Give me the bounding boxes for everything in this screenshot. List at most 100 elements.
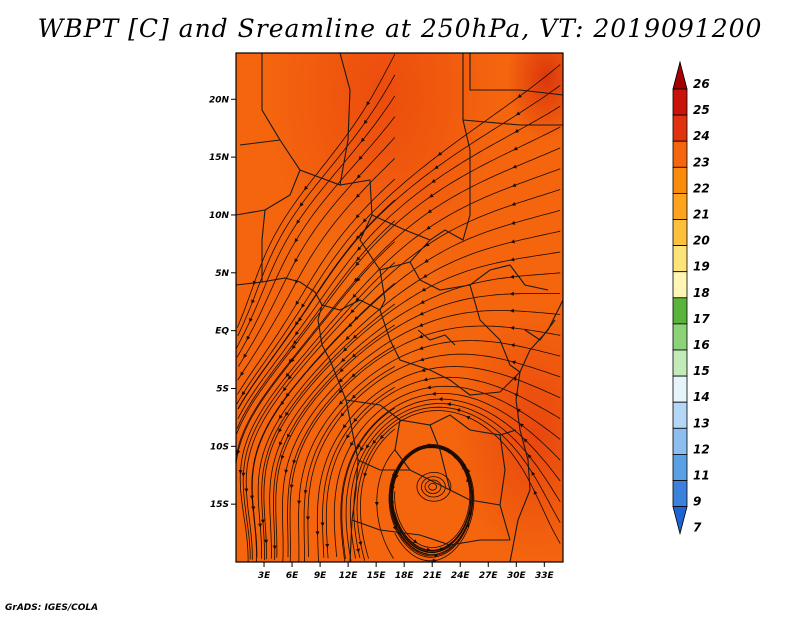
streamline-arrow — [423, 377, 428, 382]
lon-tick-label: 12E — [339, 571, 359, 581]
streamline-arrow — [343, 347, 348, 352]
streamline-arrow — [415, 446, 420, 451]
streamline-arrow — [523, 438, 528, 443]
streamline-arrow — [360, 446, 364, 452]
lon-tick-label: 27E — [479, 571, 499, 581]
streamline-arrow — [392, 525, 397, 531]
streamline-arrow — [320, 522, 325, 527]
streamline-arrow — [260, 519, 265, 524]
streamline-arrow — [295, 321, 299, 326]
colorbar-bin — [672, 427, 688, 455]
streamline-arrow — [413, 539, 418, 544]
lon-tick-label: 18E — [395, 571, 415, 581]
colorbar-label: 11 — [693, 469, 710, 483]
streamline-arrows — [236, 93, 538, 562]
streamline — [236, 95, 396, 350]
streamline-arrow — [361, 137, 366, 143]
colorbar-bin — [672, 166, 688, 194]
streamline-arrow — [290, 358, 295, 363]
streamline-arrow — [374, 502, 379, 507]
lat-tick-label: 5N — [215, 269, 229, 279]
streamline-arrow — [278, 441, 283, 447]
streamline-arrow — [291, 344, 296, 350]
streamline-arrow — [434, 165, 439, 170]
streamline — [325, 376, 561, 559]
colorbar-label: 9 — [693, 495, 701, 509]
colorbar-label: 16 — [693, 338, 710, 352]
streamline-arrow — [299, 202, 304, 207]
streamline — [236, 116, 396, 358]
colorbar-label: 14 — [693, 390, 710, 404]
colorbar-top-arrow — [672, 60, 688, 90]
streamline-arrow — [244, 488, 249, 493]
streamline-arrow — [512, 164, 517, 169]
streamline-arrow — [431, 391, 436, 396]
latitude-axis: 20N 15N 10N 5N EQ 5S 10S 15S — [209, 95, 236, 510]
colorbar-label: 22 — [693, 181, 710, 195]
vortex-ring — [424, 479, 442, 495]
streamline-arrow — [419, 311, 424, 316]
streamline-arrow — [251, 299, 255, 304]
streamline-arrow — [294, 238, 299, 243]
lat-tick-label: 5S — [216, 384, 229, 394]
streamline — [261, 303, 396, 561]
colorbar: 26 25 24 23 22 21 20 19 18 17 16 15 14 13 12 11 9 7 — [672, 60, 710, 536]
streamline-arrow — [350, 309, 355, 314]
streamline — [237, 105, 561, 419]
streamline — [340, 393, 561, 562]
streamline-arrow — [342, 424, 347, 429]
map-area — [236, 53, 563, 562]
colorbar-label: 15 — [693, 364, 710, 378]
streamline-arrow — [258, 523, 262, 528]
streamline-arrow — [434, 553, 439, 558]
streamline-arrow — [418, 346, 424, 350]
streamline-arrow — [511, 220, 516, 225]
map-frame — [235, 52, 564, 563]
streamline-arrow — [288, 358, 293, 364]
streamline-arrow — [365, 444, 370, 449]
streamline-arrow — [432, 558, 437, 562]
streamline-arrow — [431, 179, 436, 183]
streamline — [273, 324, 396, 561]
streamline — [237, 74, 396, 337]
colorbar-bin — [672, 114, 688, 142]
streamline-arrow — [510, 257, 515, 262]
streamline-arrow — [272, 545, 277, 550]
streamline-arrow — [351, 394, 357, 399]
streamline-arrow — [355, 214, 360, 219]
streamline-arrow — [295, 331, 299, 336]
lon-tick-label: 24E — [451, 571, 471, 581]
footer-credit: GrADS: IGES/COLA — [5, 603, 99, 613]
lon-tick-label: 30E — [507, 571, 527, 581]
colorbar-label: 23 — [693, 155, 710, 169]
lat-tick-label: 15S — [210, 500, 229, 510]
streamline-arrow — [421, 287, 426, 292]
streamline-arrow — [466, 477, 470, 483]
streamline-arrow — [236, 450, 241, 455]
colorbar-label: 13 — [693, 416, 710, 430]
streamline-arrow — [439, 547, 445, 552]
lon-tick-label: 33E — [535, 571, 555, 581]
streamline — [269, 272, 561, 559]
lat-tick-label: 15N — [209, 153, 230, 163]
streamline-arrow — [511, 183, 517, 187]
colorbar-bin — [672, 140, 688, 168]
streamline — [341, 407, 396, 560]
streamline-arrow — [356, 277, 361, 282]
colorbar-label: 21 — [693, 208, 710, 222]
streamline-arrow — [303, 490, 308, 495]
streamline — [298, 340, 561, 562]
streamline-arrow — [353, 418, 358, 423]
streamline-arrow — [296, 219, 301, 224]
streamline-arrow — [362, 218, 367, 223]
streamline — [236, 220, 396, 429]
streamline-arrow — [249, 317, 253, 323]
streamline-arrow — [392, 473, 396, 479]
streamline-arrow — [465, 522, 470, 528]
streamline-arrow — [339, 368, 344, 373]
streamline-arrow — [241, 472, 246, 477]
streamline-arrow — [338, 378, 343, 383]
lon-tick-label: 21E — [423, 571, 443, 581]
streamline-arrow — [509, 274, 515, 279]
streamline-arrow — [452, 454, 458, 459]
